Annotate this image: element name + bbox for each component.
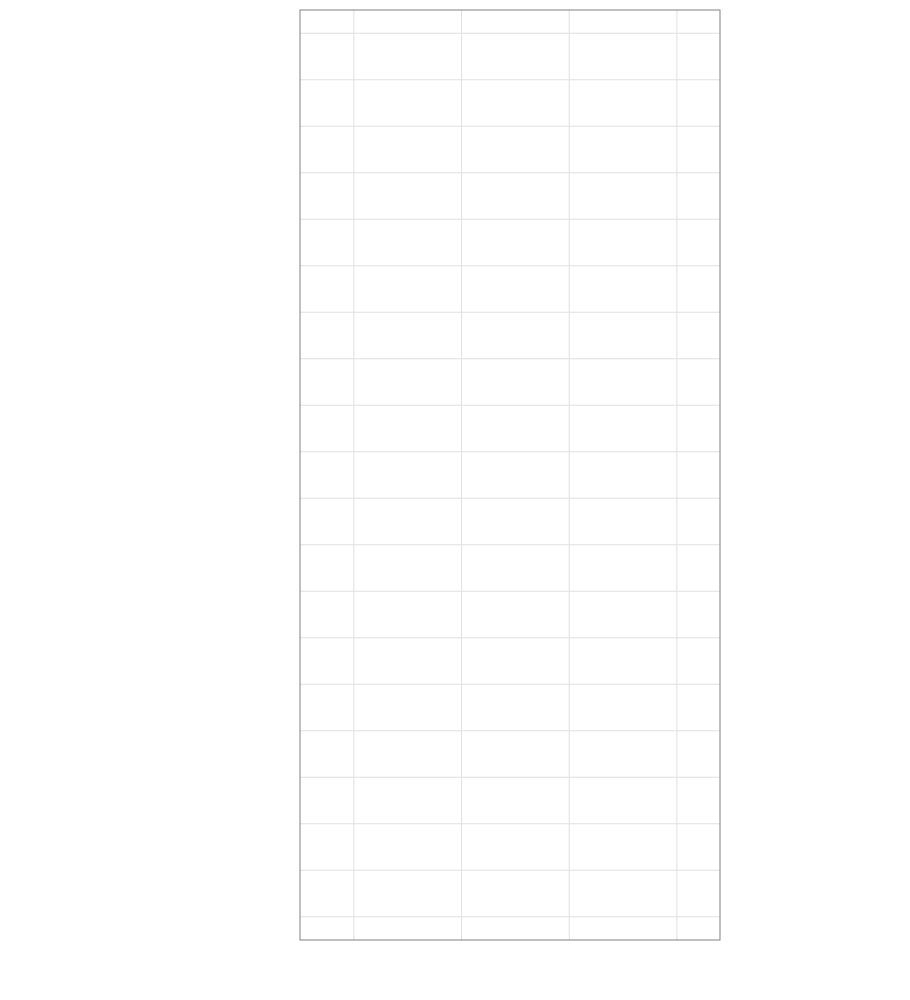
chart-svg (0, 0, 910, 1000)
enrichment-bubble-chart: { "chart": { "type": "bubble", "width": … (0, 0, 910, 1000)
plot-panel (300, 10, 720, 940)
